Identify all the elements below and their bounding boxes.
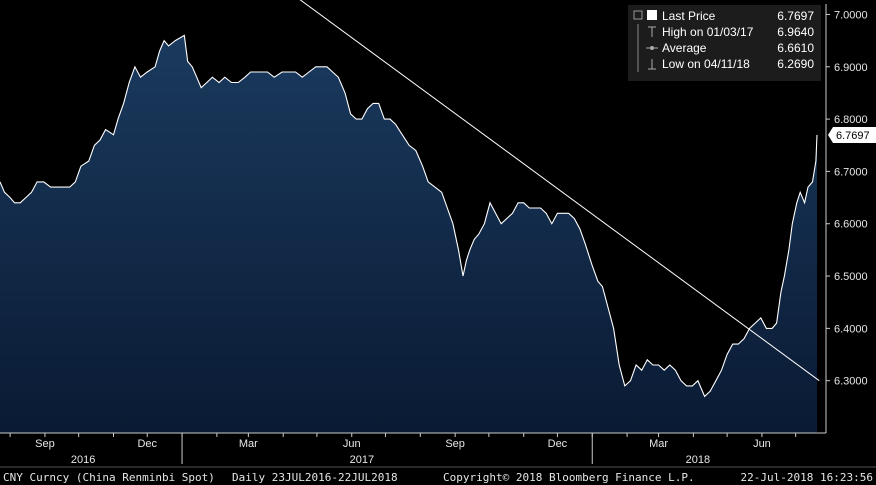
legend-value: 6.9640 xyxy=(777,25,814,39)
legend-label: Average xyxy=(662,41,707,55)
x-tick-label: Dec xyxy=(548,438,568,450)
footer-security: CNY Curncy (China Renminbi Spot) xyxy=(3,471,215,484)
legend-marker-box xyxy=(633,10,657,20)
legend-background xyxy=(628,5,821,81)
y-tick-label: 6.6000 xyxy=(834,219,868,231)
footer-copyright: Copyright© 2018 Bloomberg Finance L.P. xyxy=(443,471,695,484)
legend-label: High on 01/03/17 xyxy=(662,25,754,39)
y-tick-label: 6.3000 xyxy=(834,376,868,388)
y-axis: 7.0000 6.9000 6.8000 6.7000 6.6000 6.5000 6.40… xyxy=(825,4,868,433)
last-price-label-background xyxy=(828,126,876,143)
legend-value: 6.6610 xyxy=(777,41,814,55)
x-year-label: 2018 xyxy=(686,454,710,466)
y-tick-label: 6.5000 xyxy=(834,271,868,283)
y-tick-label: 6.7000 xyxy=(834,166,868,178)
legend: Last Price 6.7697 High on 01/03/17 6.9640 Av… xyxy=(628,5,821,81)
legend-marker-low xyxy=(637,56,656,72)
price-area xyxy=(0,35,817,434)
x-tick-label: Sep xyxy=(445,438,465,450)
x-tick-label: Mar xyxy=(649,438,668,450)
y-tick-label: 6.9000 xyxy=(834,62,868,74)
legend-marker-avg xyxy=(637,40,658,56)
footer-timestamp: 22-Jul-2018 16:23:56 xyxy=(741,471,873,484)
footer: CNY Curncy (China Renminbi Spot) Daily 2… xyxy=(0,466,876,484)
x-tick-label: Dec xyxy=(137,438,157,450)
legend-label: Last Price xyxy=(662,9,716,23)
x-tick-label: Jun xyxy=(753,438,771,450)
y-tick-label: 6.8000 xyxy=(834,114,868,126)
last-price-label: 6.7697 xyxy=(836,130,870,142)
footer-period: Daily 23JUL2016-22JUL2018 xyxy=(232,471,398,484)
x-tick-label: Mar xyxy=(239,438,258,450)
y-tick-label: 7.0000 xyxy=(834,9,868,21)
legend-label: Low on 04/11/18 xyxy=(662,57,750,71)
legend-value: 6.7697 xyxy=(777,9,814,23)
x-tick-label: Sep xyxy=(35,438,55,450)
y-tick-label: 6.4000 xyxy=(834,323,868,335)
x-tick-label: Jun xyxy=(343,438,361,450)
price-line xyxy=(0,34,818,398)
last-price-marker: 6.7697 xyxy=(828,126,876,143)
plot-area xyxy=(0,0,820,434)
x-year-label: 2016 xyxy=(71,454,95,466)
trend-line xyxy=(299,0,820,382)
x-year-label: 2017 xyxy=(350,454,374,466)
x-axis: Sep Dec Mar Jun Sep Dec Mar Jun 2016 2017 2018 xyxy=(0,432,826,466)
legend-marker-high xyxy=(637,24,656,40)
legend-value: 6.2690 xyxy=(777,57,814,71)
